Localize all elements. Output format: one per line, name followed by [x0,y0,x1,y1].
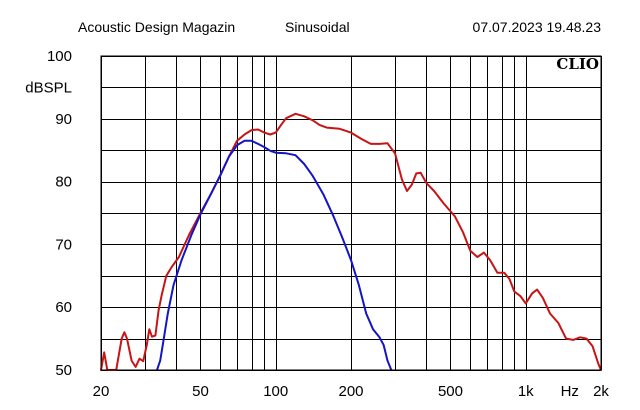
y-tick-label: 100 [47,48,72,65]
x-tick-label: 200 [338,383,363,400]
chart-header-datetime: 07.07.2023 19.48.23 [473,19,602,35]
series-line-1 [100,112,602,371]
y-tick-label: 70 [55,236,72,253]
y-tick-label: 50 [55,362,72,379]
series-line-2 [156,139,393,371]
y-tick-labels: 100 90 80 70 60 50 [47,48,72,379]
clio-brand-logo: CLIO [556,55,599,73]
y-axis-label: dBSPL [25,79,72,96]
plot-frame [100,55,602,371]
x-tick-label: 50 [192,383,209,400]
x-tick-label: 20 [93,383,110,400]
chart-header-title: Acoustic Design Magazin [78,19,235,35]
x-tick-label: 1k [518,383,534,400]
y-tick-label: 80 [55,174,72,191]
x-tick-labels: 20 50 100 200 500 1k 2k [93,383,610,400]
y-tick-label: 60 [55,299,72,316]
brand-background [555,57,600,72]
plot-grid [101,56,602,371]
y-tick-label: 90 [55,111,72,128]
x-tick-label: 500 [438,383,463,400]
series-layer [100,112,602,371]
chart-header-mode: Sinusoidal [285,19,350,35]
x-tick-label: 100 [263,383,288,400]
x-tick-label: 2k [593,383,609,400]
x-axis-label: Hz [561,383,579,400]
